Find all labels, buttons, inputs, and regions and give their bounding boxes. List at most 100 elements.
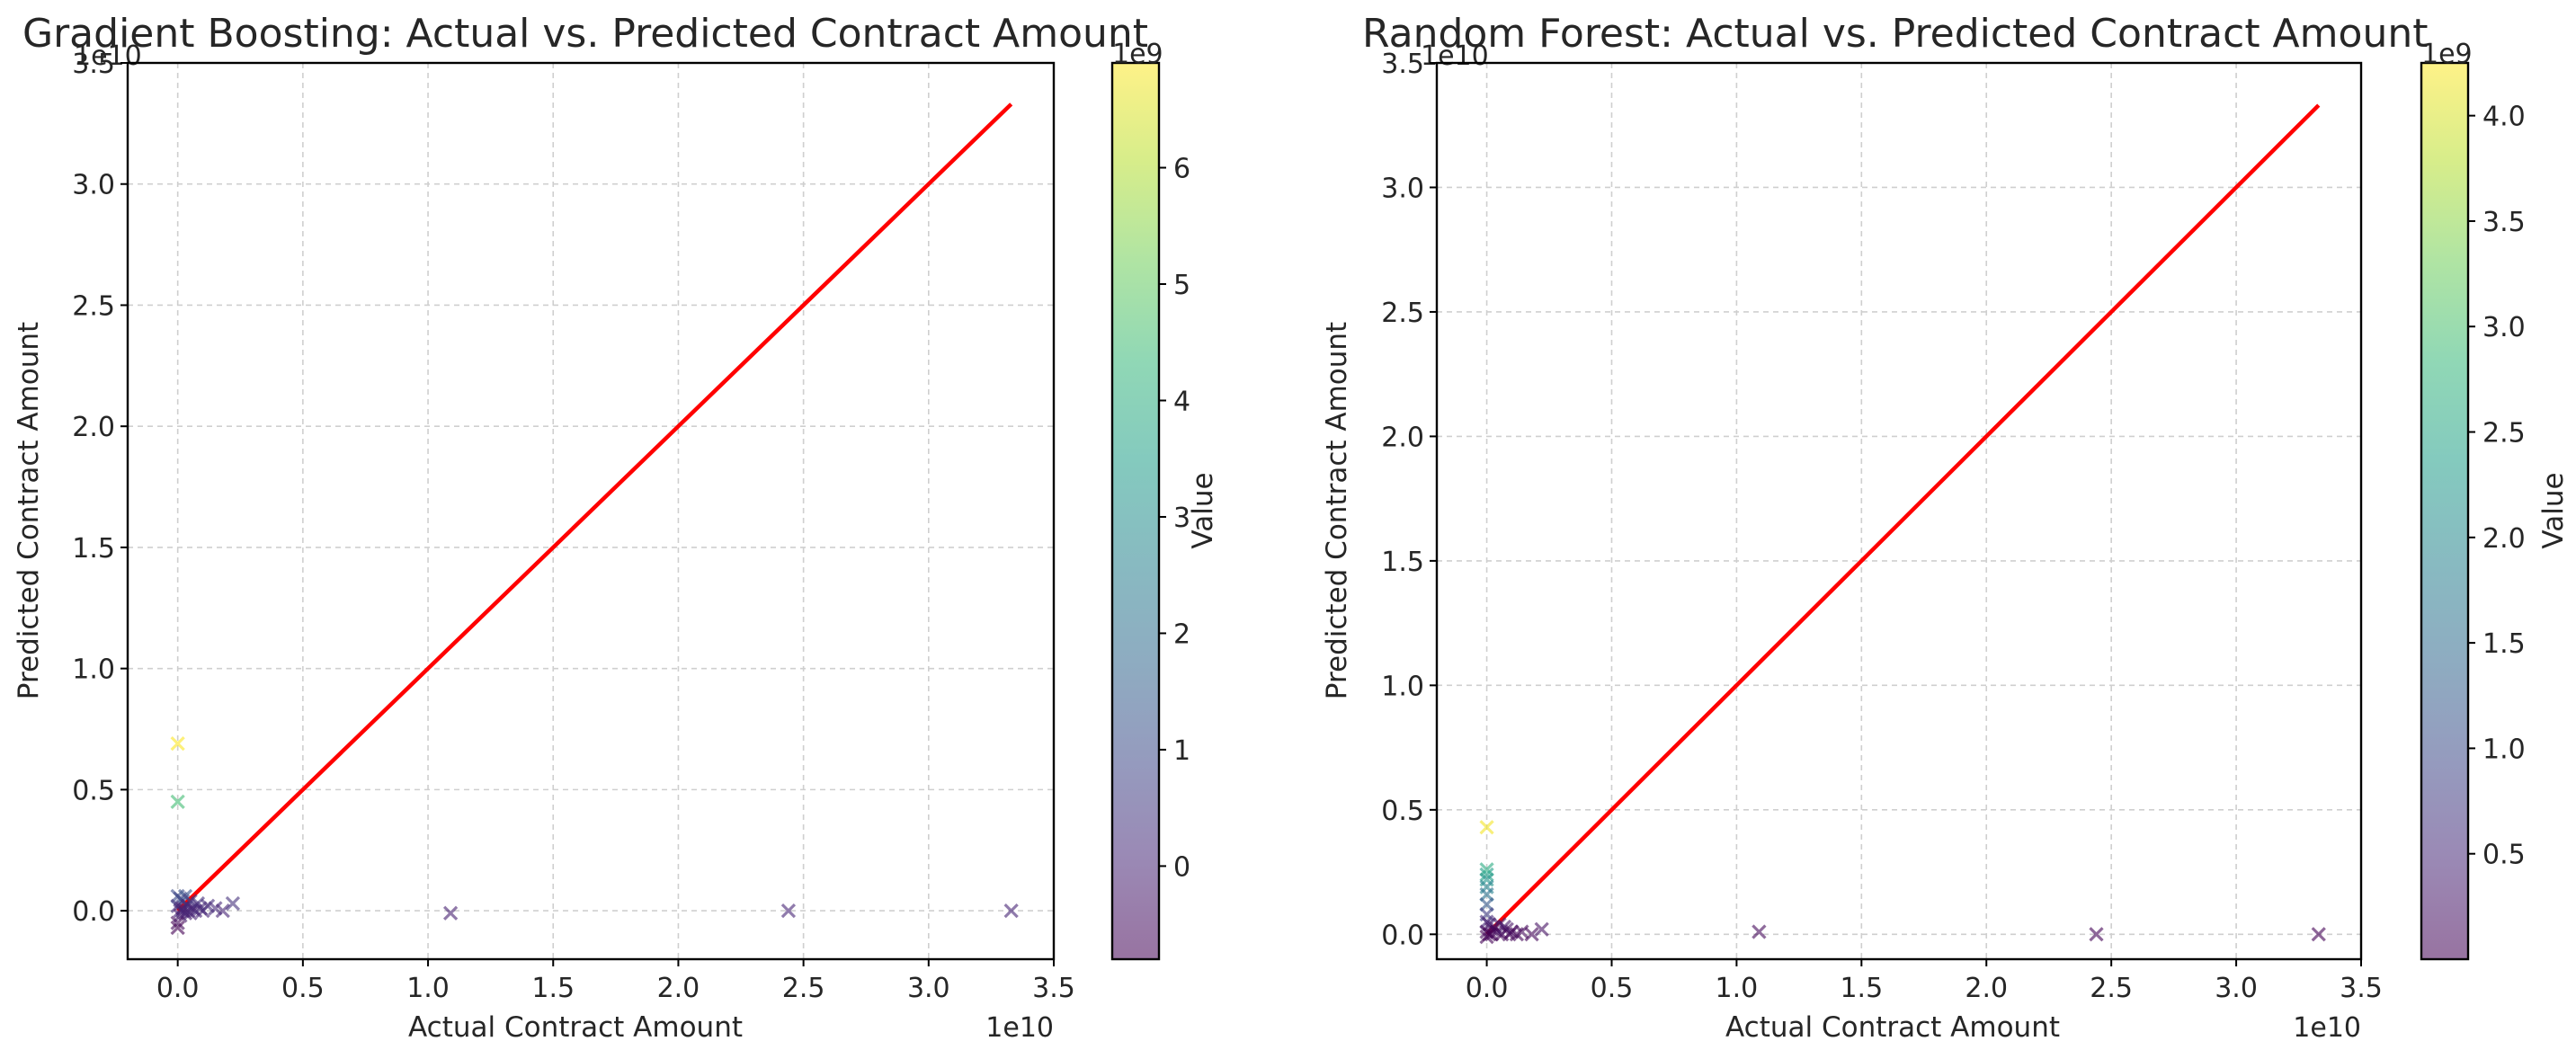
grid-lines <box>1437 62 2362 959</box>
colorbar-offset-label: 1e9 <box>1112 39 1163 70</box>
y-tick-label: 1.5 <box>72 533 115 565</box>
colorbar-tick-label: 4 <box>1173 386 1190 417</box>
data-point <box>1479 820 1494 835</box>
data-point <box>2089 927 2104 942</box>
x-axis-label: Actual Contract Amount <box>1725 1011 2060 1044</box>
x-offset-label: 1e10 <box>985 1012 1054 1044</box>
y-axis-ticks: 0.0 0.5 1.0 1.5 2.0 2.5 3.0 3.5 <box>72 49 128 928</box>
chart-title: Gradient Boosting: Actual vs. Predicted … <box>22 11 1148 57</box>
data-point <box>1524 927 1539 942</box>
data-point <box>780 903 797 919</box>
colorbar-tick-label: 4.0 <box>2482 102 2526 133</box>
colorbar-frame <box>1110 61 1161 961</box>
colorbar-tick-label: 1.5 <box>2482 628 2526 660</box>
ideal-line-layer <box>176 102 1013 912</box>
colorbar-tick-label: 2 <box>1173 618 1190 650</box>
y-tick-label: 1.5 <box>1381 547 1424 578</box>
x-axis-ticks: 0.0 0.5 1.0 1.5 2.0 2.5 3.0 3.5 <box>156 959 1075 1004</box>
data-points <box>170 736 1019 936</box>
chart-title: Random Forest: Actual vs. Predicted Cont… <box>1362 11 2428 57</box>
x-tick-label: 1.5 <box>531 973 575 1004</box>
ideal-line <box>1484 103 2321 936</box>
y-tick-label: 2.5 <box>72 290 115 322</box>
colorbar-tick-label: 0.5 <box>2482 840 2526 871</box>
colorbar-tick-label: 1.0 <box>2482 734 2526 765</box>
colorbar-tick-label: 6 <box>1173 154 1190 185</box>
x-tick-label: 2.0 <box>657 973 700 1004</box>
y-offset-label: 1e10 <box>74 40 142 72</box>
colorbar: 0.5 1.0 1.5 2.0 2.5 3.0 3.5 4.0 1e9 Value <box>2420 39 2570 961</box>
colorbar-gradient <box>1112 63 1159 959</box>
x-tick-label: 2.0 <box>1965 973 2008 1004</box>
x-tick-label: 0.0 <box>156 973 200 1004</box>
data-point <box>1502 927 1517 942</box>
y-tick-label: 0.5 <box>1381 796 1424 827</box>
y-offset-label: 1e10 <box>1421 40 1489 72</box>
colorbar-label: Value <box>2537 472 2570 548</box>
data-points <box>1479 820 2326 945</box>
x-tick-label: 1.0 <box>406 973 450 1004</box>
x-tick-label: 2.5 <box>2090 973 2133 1004</box>
y-tick-label: 1.0 <box>72 654 115 686</box>
gradient-boosting-chart: Gradient Boosting: Actual vs. Predicted … <box>13 11 1219 1044</box>
y-axis-label: Predicted Contract Amount <box>1321 322 1353 699</box>
x-axis-label: Actual Contract Amount <box>408 1011 743 1044</box>
y-tick-label: 0.0 <box>1381 920 1424 951</box>
y-tick-label: 2.5 <box>1381 298 1424 329</box>
x-tick-label: 0.5 <box>1591 973 1634 1004</box>
x-tick-label: 3.5 <box>1032 973 1075 1004</box>
x-tick-label: 1.5 <box>1840 973 1883 1004</box>
y-tick-label: 3.5 <box>1381 49 1424 80</box>
data-point <box>1482 927 1497 942</box>
ideal-line-layer <box>1484 103 2321 936</box>
y-axis-label: Predicted Contract Amount <box>13 322 45 699</box>
colorbar-ticks: 0 1 2 3 4 5 6 <box>1159 154 1190 883</box>
y-tick-label: 0.5 <box>72 775 115 806</box>
colorbar-frame <box>2420 61 2470 961</box>
data-point <box>170 915 185 930</box>
x-tick-label: 3.0 <box>907 973 950 1004</box>
data-point <box>173 903 188 919</box>
x-tick-label: 0.0 <box>1466 973 1509 1004</box>
x-tick-label: 0.5 <box>281 973 325 1004</box>
y-tick-label: 2.0 <box>1381 422 1424 453</box>
x-tick-label: 1.0 <box>1716 973 1759 1004</box>
colorbar-tick-label: 3.0 <box>2482 312 2526 343</box>
colorbar-tick-label: 3.5 <box>2482 207 2526 238</box>
x-offset-label: 1e10 <box>2293 1012 2361 1044</box>
y-tick-label: 3.0 <box>72 170 115 201</box>
y-tick-label: 2.0 <box>72 412 115 443</box>
data-point <box>1003 903 1019 919</box>
colorbar-tick-label: 0 <box>1173 851 1190 883</box>
data-point <box>2311 927 2326 942</box>
random-forest-chart: Random Forest: Actual vs. Predicted Cont… <box>1321 11 2570 1044</box>
x-tick-label: 2.5 <box>782 973 825 1004</box>
data-point <box>170 736 185 752</box>
data-point <box>170 794 185 809</box>
data-point <box>1479 867 1494 882</box>
plot-frame <box>126 61 1056 961</box>
data-point <box>170 920 185 936</box>
data-point <box>225 895 241 912</box>
data-point <box>1534 921 1549 937</box>
data-point <box>1752 924 1767 939</box>
x-axis-ticks: 0.0 0.5 1.0 1.5 2.0 2.5 3.0 3.5 <box>1466 959 2383 1004</box>
data-point <box>192 901 208 916</box>
colorbar-tick-label: 3 <box>1173 503 1190 534</box>
colorbar-tick-label: 1 <box>1173 735 1190 767</box>
colorbar-gradient <box>2421 63 2468 959</box>
y-tick-label: 0.0 <box>72 896 115 928</box>
colorbar-tick-label: 2.5 <box>2482 418 2526 449</box>
colorbar-offset-label: 1e9 <box>2421 39 2473 70</box>
data-point <box>215 903 230 919</box>
y-tick-label: 3.5 <box>72 49 115 80</box>
x-tick-label: 3.0 <box>2215 973 2258 1004</box>
y-tick-label: 1.0 <box>1381 671 1424 702</box>
colorbar-label: Value <box>1187 472 1219 548</box>
colorbar-tick-label: 5 <box>1173 270 1190 301</box>
colorbar: 0 1 2 3 4 5 6 1e9 Value <box>1110 39 1219 961</box>
ideal-line <box>176 102 1013 912</box>
x-tick-label: 3.5 <box>2340 973 2383 1004</box>
y-axis-ticks: 0.0 0.5 1.0 1.5 2.0 2.5 3.0 3.5 <box>1381 49 1437 951</box>
